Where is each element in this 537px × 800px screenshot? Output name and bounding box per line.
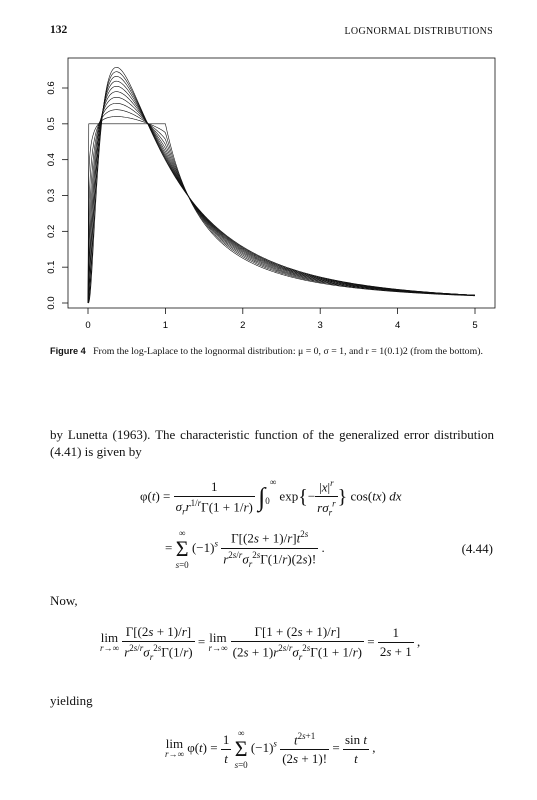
x-tick-label: 0 — [85, 320, 90, 331]
running-title: LOGNORMAL DISTRIBUTIONS — [344, 26, 493, 37]
x-tick-label: 2 — [240, 320, 245, 331]
caption-text: From the log-Laplace to the lognormal di… — [93, 346, 483, 357]
figure-caption: Figure 4 From the log-Laplace to the log… — [50, 345, 494, 359]
density-curve — [87, 67, 476, 304]
density-curve — [87, 116, 476, 304]
y-tick-label: 0.0 — [46, 296, 57, 309]
y-tick-label: 0.1 — [46, 261, 57, 274]
paragraph-now: Now, — [50, 593, 78, 608]
y-tick-label: 0.5 — [46, 117, 57, 130]
equation-char-function: φ(t) = 1 σrr1/rΓ(1 + 1/r) ∫0∞ exp{− |x|r rσ… — [140, 477, 402, 518]
x-tick-label: 5 — [472, 320, 477, 331]
equation-limit: lim r→∞ Γ[(2s + 1)/r] r2s/rσr2sΓ(1/r) = li… — [100, 624, 421, 662]
y-tick-label: 0.4 — [46, 153, 57, 166]
caption-label: Figure 4 — [50, 346, 86, 356]
equation-number: (4.44) — [461, 541, 493, 556]
paragraph-intro: by Lunetta (1963). The characteristic fu… — [50, 427, 494, 459]
chart-axes: 0 1 2 3 4 5 0.0 0.1 0.2 0.3 0.4 0.5 0.6 — [46, 57, 496, 331]
chart-curves — [87, 67, 476, 304]
page-number: 132 — [50, 24, 68, 36]
y-tick-label: 0.6 — [46, 81, 57, 94]
y-tick-label: 0.3 — [46, 189, 57, 202]
density-curve — [87, 123, 476, 304]
density-curve — [87, 80, 476, 304]
x-tick-label: 3 — [318, 320, 323, 331]
x-tick-label: 4 — [395, 320, 400, 331]
paragraph-yielding: yielding — [50, 693, 93, 708]
x-tick-label: 1 — [163, 320, 168, 331]
density-curve — [87, 85, 476, 304]
figure-chart: 0 1 2 3 4 5 0.0 0.1 0.2 0.3 0.4 0.5 0.6 — [46, 57, 496, 331]
density-curve — [87, 109, 476, 304]
plot-frame — [67, 57, 496, 309]
y-tick-label: 0.2 — [46, 225, 57, 238]
